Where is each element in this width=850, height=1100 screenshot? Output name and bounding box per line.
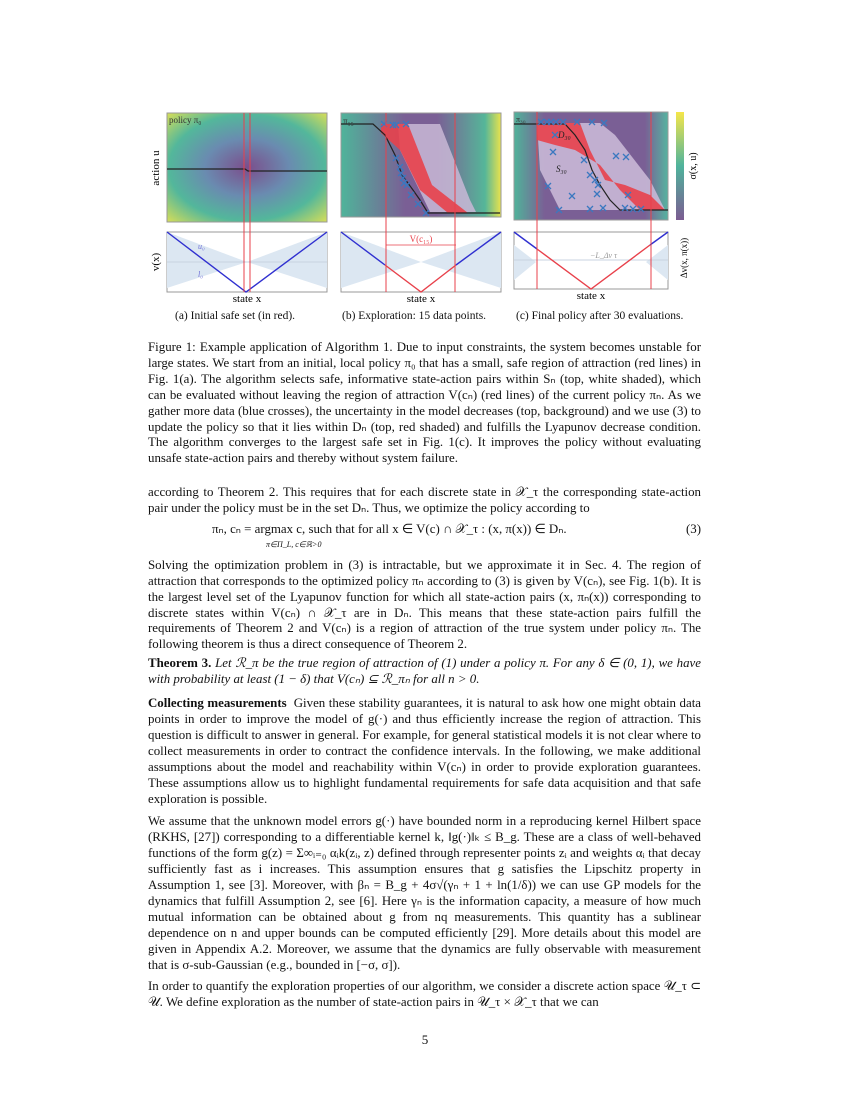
collecting-paragraph: Collecting measurements Given these stab… xyxy=(148,696,701,807)
caption-a: (a) Initial safe set (in red). xyxy=(175,310,296,322)
s-label: S₃₀ xyxy=(556,164,567,174)
l0-label: l₀ xyxy=(198,270,203,279)
threshold-label: −L_Δv τ xyxy=(590,251,618,260)
data-point-cross xyxy=(588,118,596,126)
data-point-cross xyxy=(622,153,630,161)
data-point-cross xyxy=(402,120,410,128)
data-point-cross xyxy=(552,118,560,126)
safe-set-S xyxy=(398,124,476,212)
data-point-cross xyxy=(612,152,620,160)
y-axis-label-top: action u xyxy=(150,150,162,186)
data-point-cross xyxy=(593,190,601,198)
data-point-cross xyxy=(403,181,411,189)
policy-line xyxy=(341,123,500,214)
body-text: according to Theorem 2. This requires th… xyxy=(148,485,701,1011)
data-point-cross xyxy=(594,181,602,189)
equation-number: (3) xyxy=(685,521,701,536)
data-point-cross xyxy=(547,118,555,126)
x-axis-label: state x xyxy=(577,290,606,302)
panel-a-lyapunov-plot: u₀ l₀ state x xyxy=(166,231,328,305)
data-point-cross xyxy=(568,192,576,200)
panel-c-lyapunov-plot: −L_Δv τ state x xyxy=(513,231,669,302)
equation-body: πₙ, cₙ = argmax c, such that for all x ∈… xyxy=(212,521,567,536)
data-point-cross xyxy=(414,200,422,208)
data-point-cross xyxy=(422,209,430,217)
data-point-cross xyxy=(629,205,637,213)
theorem-3: Theorem 3. Let ℛ_π be the true region of… xyxy=(148,656,701,688)
uncertainty-heatmap xyxy=(166,112,328,223)
panel-b-policy-plot: π₁₅ xyxy=(340,112,502,218)
caption-b: (b) Exploration: 15 data points. xyxy=(342,310,487,322)
paragraph-text: Given these stability guarantees, it is … xyxy=(148,696,701,806)
u0-label: u₀ xyxy=(198,242,205,251)
equation-subscript: π∈Π_L, c∈ℝ>0 xyxy=(266,539,322,549)
data-point-cross xyxy=(624,191,632,199)
lyapunov-function xyxy=(166,231,328,293)
data-point-cross xyxy=(637,205,645,213)
data-point-cross xyxy=(551,131,559,139)
data-point-cross xyxy=(591,176,599,184)
theorem-text: Let ℛ_π be the true region of attraction… xyxy=(148,656,701,687)
policy-label: policy π₀ xyxy=(169,115,201,125)
data-point-cross xyxy=(580,156,588,164)
paragraph: We assume that the unknown model errors … xyxy=(148,814,701,972)
paragraph: according to Theorem 2. This requires th… xyxy=(148,485,701,515)
panel-b-lyapunov-plot: V(c₁₅) state x xyxy=(340,231,502,305)
paragraph: Solving the optimization problem in (3) … xyxy=(148,557,701,652)
data-point-cross xyxy=(537,118,545,126)
data-point-cross xyxy=(549,148,557,156)
panel-c-policy-plot: π₃₀ D₃₀ S₃₀ xyxy=(513,111,669,221)
paragraph: In order to quantify the exploration pro… xyxy=(148,979,701,1010)
figure-caption: Figure 1: Example application of Algorit… xyxy=(148,340,701,466)
x-axis-label: state x xyxy=(233,293,262,305)
d-label: D₃₀ xyxy=(557,130,571,140)
data-point-cross xyxy=(389,121,397,129)
data-point-cross xyxy=(407,191,415,199)
data-point-cross xyxy=(392,154,400,162)
right-axis-label-bottom: Δv(x, π(x)) xyxy=(679,238,689,278)
figure-1: policy π₀ u₀ l₀ state x π₁₅ V(c₁₅) state… xyxy=(150,111,699,305)
policy-line xyxy=(167,168,327,172)
confidence-band xyxy=(167,232,247,288)
data-point-cross xyxy=(599,204,607,212)
y-axis-label-bottom: v(x) xyxy=(150,253,162,272)
colorbar xyxy=(676,112,684,220)
roa-label: V(c₁₅) xyxy=(410,234,433,244)
section-heading: Collecting measurements xyxy=(148,696,287,711)
safe-set-D xyxy=(381,124,468,213)
data-point-cross xyxy=(600,119,608,127)
colorbar-label: σ(x, u) xyxy=(688,152,699,179)
equation-3: πₙ, cₙ = argmax c, such that for all x ∈… xyxy=(148,517,701,558)
data-point-cross xyxy=(586,205,594,213)
data-point-cross xyxy=(559,118,567,126)
data-point-cross xyxy=(397,169,405,177)
data-point-cross xyxy=(392,121,400,129)
theorem-label: Theorem 3. xyxy=(148,656,212,671)
panel-a-policy-plot: policy π₀ xyxy=(166,112,328,223)
data-point-cross xyxy=(621,204,629,212)
page-number: 5 xyxy=(421,1032,429,1047)
policy-label: π₃₀ xyxy=(516,115,526,124)
data-point-cross xyxy=(396,163,404,171)
data-point-cross xyxy=(573,118,581,126)
data-point-cross xyxy=(400,179,408,187)
data-point-cross xyxy=(544,182,552,190)
caption-c: (c) Final policy after 30 evaluations. xyxy=(516,310,684,322)
x-axis-label: state x xyxy=(407,293,436,305)
policy-label: π₁₅ xyxy=(343,116,354,126)
data-point-cross xyxy=(555,206,563,214)
